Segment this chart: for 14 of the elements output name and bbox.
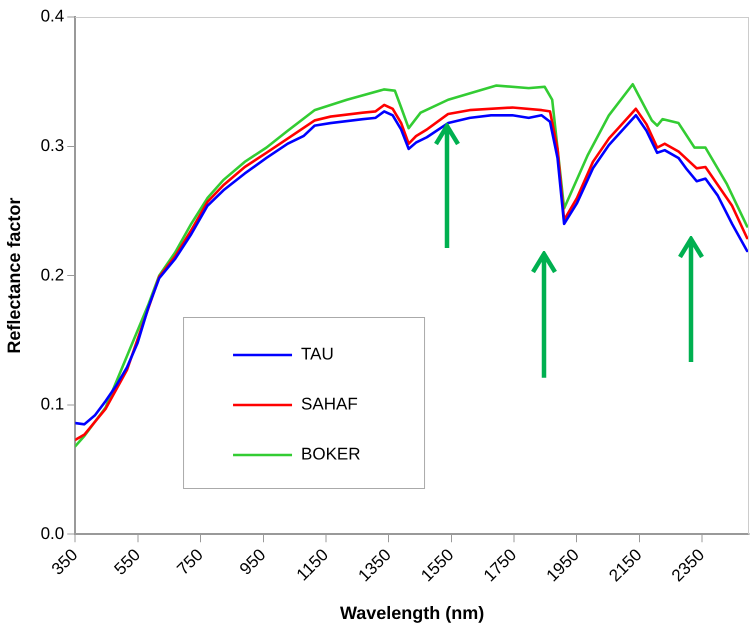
y-tick-label: 0.2: [40, 265, 64, 284]
y-tick-label: 0.3: [40, 136, 64, 155]
y-axis-title: Reflectance factor: [4, 198, 24, 354]
legend-label: SAHAF: [301, 394, 358, 414]
x-tick-label: 350: [48, 545, 82, 579]
y-tick-label: 0.1: [40, 394, 64, 414]
y-tick-label: 0.0: [40, 524, 64, 543]
x-tick-label: 950: [236, 545, 270, 579]
y-tick-label: 0.4: [40, 6, 64, 26]
x-tick-label: 550: [110, 545, 144, 579]
x-axis-title: Wavelength (nm): [340, 603, 484, 624]
x-tick-label: 750: [173, 545, 207, 579]
legend-label: TAU: [301, 344, 334, 364]
legend-label: BOKER: [301, 444, 361, 464]
